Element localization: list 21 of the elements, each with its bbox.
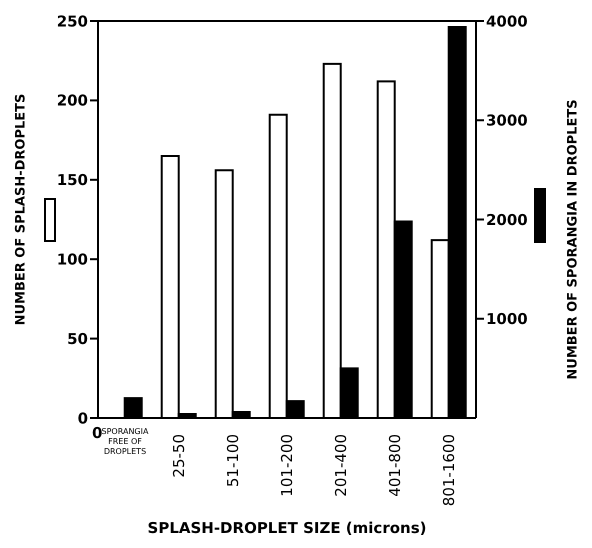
y-tick-label: 100 xyxy=(56,250,88,269)
y-tick-label: 250 xyxy=(56,12,88,30)
text: 0 xyxy=(92,424,102,442)
y-tick-label: 200 xyxy=(56,92,88,110)
x-tick-label: 25-50 xyxy=(170,434,188,478)
x-tick-label: 51-100 xyxy=(224,434,242,488)
y2-tick-label: 2000 xyxy=(486,210,528,229)
y-tick-label: 0 xyxy=(78,409,88,428)
x-tick-label: 801-1600 xyxy=(440,434,458,506)
x-axis-title: SPLASH-DROPLET SIZE (microns) xyxy=(148,519,426,537)
x-tick-label: 201-400 xyxy=(332,434,350,497)
y2-tick-label: 3000 xyxy=(486,112,528,130)
x-tick-label: 101-200 xyxy=(278,434,296,497)
y2-axis-title: NUMBER OF SPORANGIA IN DROPLETS xyxy=(566,99,581,380)
y2-tick-label: 1000 xyxy=(486,310,528,328)
y2-tick-label: 4000 xyxy=(486,12,528,30)
y-tick-label: 150 xyxy=(56,171,88,190)
x-tick-label: SPORANGIA FREE OF DROPLETS xyxy=(102,427,149,456)
y-tick-label: 50 xyxy=(67,330,88,348)
y-axis-title: NUMBER OF SPLASH-DROPLETS xyxy=(14,94,29,326)
x-tick-label: 401-800 xyxy=(386,434,404,497)
